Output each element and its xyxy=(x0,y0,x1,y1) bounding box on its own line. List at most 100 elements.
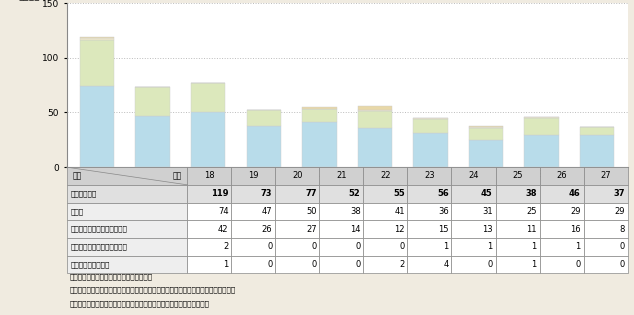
FancyBboxPatch shape xyxy=(231,185,275,203)
Text: 0: 0 xyxy=(488,260,493,269)
FancyBboxPatch shape xyxy=(540,255,584,273)
FancyBboxPatch shape xyxy=(408,220,451,238)
Bar xyxy=(80,40,114,86)
FancyBboxPatch shape xyxy=(320,185,363,203)
Text: 0: 0 xyxy=(399,242,404,251)
Text: 1: 1 xyxy=(488,242,493,251)
FancyBboxPatch shape xyxy=(67,238,187,255)
FancyBboxPatch shape xyxy=(67,167,187,185)
FancyBboxPatch shape xyxy=(320,220,363,238)
Text: 0: 0 xyxy=(619,260,625,269)
Bar xyxy=(469,140,503,167)
Text: 23: 23 xyxy=(424,171,435,180)
Text: ３：公職にある者等のあっせん行為による利得等の処罰に関する法律: ３：公職にある者等のあっせん行為による利得等の処罰に関する法律 xyxy=(69,300,209,307)
Bar xyxy=(302,109,337,122)
Text: 45: 45 xyxy=(481,189,493,198)
Text: 0: 0 xyxy=(311,260,316,269)
Text: 11: 11 xyxy=(526,225,537,233)
FancyBboxPatch shape xyxy=(363,220,408,238)
FancyBboxPatch shape xyxy=(451,167,496,185)
Bar xyxy=(191,83,226,112)
FancyBboxPatch shape xyxy=(231,238,275,255)
Text: 21: 21 xyxy=(336,171,347,180)
FancyBboxPatch shape xyxy=(408,238,451,255)
Text: 18: 18 xyxy=(204,171,214,180)
FancyBboxPatch shape xyxy=(408,167,451,185)
FancyBboxPatch shape xyxy=(275,238,320,255)
Text: 50: 50 xyxy=(306,207,316,216)
Text: （事件）: （事件） xyxy=(19,0,41,2)
FancyBboxPatch shape xyxy=(584,185,628,203)
Text: 0: 0 xyxy=(576,260,581,269)
Text: 4: 4 xyxy=(443,260,449,269)
Text: 区分: 区分 xyxy=(72,172,81,180)
FancyBboxPatch shape xyxy=(408,185,451,203)
FancyBboxPatch shape xyxy=(187,220,231,238)
Bar xyxy=(247,126,281,167)
Bar xyxy=(358,128,392,167)
Text: 26: 26 xyxy=(556,171,567,180)
FancyBboxPatch shape xyxy=(540,203,584,220)
Text: 1: 1 xyxy=(576,242,581,251)
FancyBboxPatch shape xyxy=(584,203,628,220)
FancyBboxPatch shape xyxy=(275,167,320,185)
FancyBboxPatch shape xyxy=(320,167,363,185)
Bar xyxy=(469,128,503,140)
FancyBboxPatch shape xyxy=(275,255,320,273)
FancyBboxPatch shape xyxy=(363,203,408,220)
Bar xyxy=(469,126,503,127)
Text: 38: 38 xyxy=(350,207,361,216)
FancyBboxPatch shape xyxy=(363,185,408,203)
Text: 15: 15 xyxy=(438,225,449,233)
FancyBboxPatch shape xyxy=(584,255,628,273)
Bar xyxy=(247,110,281,126)
Text: 25: 25 xyxy=(526,207,537,216)
Text: 119: 119 xyxy=(211,189,228,198)
Text: 55: 55 xyxy=(393,189,404,198)
Text: 2: 2 xyxy=(399,260,404,269)
Bar xyxy=(413,118,448,119)
Text: あっせん利得処罰法注３違反: あっせん利得処罰法注３違反 xyxy=(71,243,128,250)
FancyBboxPatch shape xyxy=(451,238,496,255)
Text: 29: 29 xyxy=(614,207,625,216)
Bar xyxy=(469,127,503,128)
FancyBboxPatch shape xyxy=(451,255,496,273)
FancyBboxPatch shape xyxy=(451,203,496,220)
Text: 20: 20 xyxy=(292,171,302,180)
FancyBboxPatch shape xyxy=(540,238,584,255)
Text: 27: 27 xyxy=(600,171,611,180)
Bar xyxy=(524,117,559,118)
FancyBboxPatch shape xyxy=(320,238,363,255)
FancyBboxPatch shape xyxy=(496,185,540,203)
FancyBboxPatch shape xyxy=(231,203,275,220)
FancyBboxPatch shape xyxy=(275,203,320,220)
Text: 1: 1 xyxy=(443,242,449,251)
FancyBboxPatch shape xyxy=(231,167,275,185)
Text: 31: 31 xyxy=(482,207,493,216)
Text: 16: 16 xyxy=(570,225,581,233)
Text: 0: 0 xyxy=(619,242,625,251)
Text: 38: 38 xyxy=(525,189,537,198)
FancyBboxPatch shape xyxy=(187,167,231,185)
Text: 36: 36 xyxy=(438,207,449,216)
Text: 29: 29 xyxy=(571,207,581,216)
FancyBboxPatch shape xyxy=(67,220,187,238)
Bar xyxy=(580,127,614,135)
Text: 13: 13 xyxy=(482,225,493,233)
FancyBboxPatch shape xyxy=(187,238,231,255)
Text: 14: 14 xyxy=(350,225,361,233)
Text: 22: 22 xyxy=(380,171,391,180)
FancyBboxPatch shape xyxy=(67,185,187,203)
Bar xyxy=(413,133,448,167)
FancyBboxPatch shape xyxy=(363,238,408,255)
FancyBboxPatch shape xyxy=(231,255,275,273)
FancyBboxPatch shape xyxy=(67,255,187,273)
Text: 0: 0 xyxy=(355,260,361,269)
FancyBboxPatch shape xyxy=(320,255,363,273)
Bar xyxy=(136,87,170,116)
Bar xyxy=(302,107,337,109)
Text: 52: 52 xyxy=(349,189,361,198)
Text: 46: 46 xyxy=(569,189,581,198)
Bar xyxy=(524,135,559,167)
Text: 73: 73 xyxy=(261,189,273,198)
